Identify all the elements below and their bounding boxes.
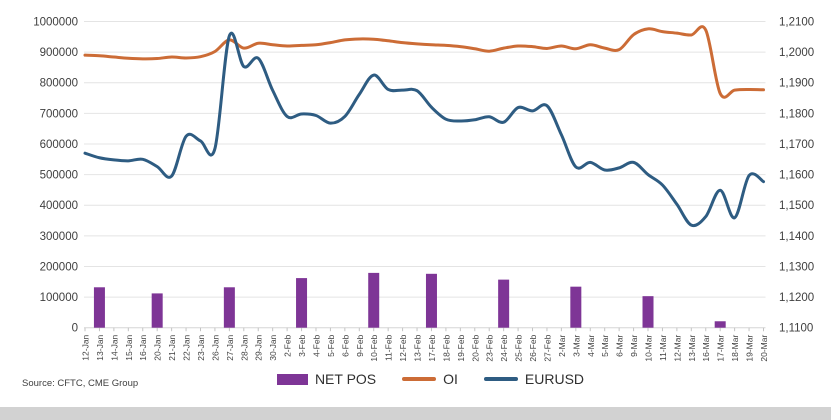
net-pos-bar: [714, 321, 726, 328]
y-axis-label-left: 300000: [40, 231, 78, 243]
net-pos-bar: [93, 287, 105, 328]
x-axis-label: 21-Jan: [167, 334, 177, 360]
source-note: Source: CFTC, CME Group: [22, 378, 139, 389]
x-axis-label: 24-Feb: [499, 334, 509, 361]
x-axis-label: 12-Mar: [672, 335, 682, 362]
x-axis-label: 14-Jan: [109, 334, 119, 360]
x-axis-label: 6-Feb: [340, 334, 350, 356]
x-axis-label: 18-Feb: [441, 334, 451, 361]
x-axis-label: 20-Jan: [153, 334, 163, 360]
x-axis-label: 10-Feb: [369, 334, 379, 361]
x-axis-label: 5-Feb: [326, 334, 336, 356]
x-axis-label: 6-Mar: [615, 335, 625, 357]
x-axis-label: 23-Jan: [196, 334, 206, 360]
net-pos-bar: [151, 293, 163, 328]
net-pos-swatch-icon: [276, 373, 308, 385]
x-axis-label: 30-Jan: [268, 334, 278, 360]
y-axis-label-right: 1,1300: [779, 261, 814, 273]
x-axis-label: 12-Jan: [81, 334, 91, 360]
x-axis-label: 9-Mar: [629, 335, 639, 357]
legend-item-eurusd: EURUSD: [483, 371, 585, 387]
y-axis-label-left: 400000: [40, 200, 78, 212]
legend-label-net-pos: NET POS: [314, 371, 377, 387]
y-axis-label-left: 800000: [40, 78, 78, 90]
x-axis-label: 17-Mar: [716, 335, 726, 362]
net-pos-bar: [642, 296, 654, 328]
net-pos-bar: [368, 272, 380, 328]
x-axis-label: 2-Mar: [557, 335, 567, 357]
y-axis-label-right: 1,1900: [779, 78, 814, 90]
y-axis-label-left: 500000: [40, 170, 78, 182]
x-axis-label: 9-Feb: [355, 334, 365, 356]
y-axis-label-right: 1,1600: [779, 170, 814, 182]
x-axis-label: 12-Feb: [398, 334, 408, 361]
legend-label-oi: OI: [443, 371, 458, 387]
net-pos-bar: [296, 278, 308, 328]
net-pos-bar: [498, 279, 510, 328]
y-axis-label-right: 1,1800: [779, 108, 814, 120]
eurusd-line: [83, 31, 765, 228]
y-axis-label-right: 1,2000: [779, 47, 814, 59]
y-axis-label-left: 0: [72, 323, 78, 335]
x-axis-label: 27-Jan: [225, 334, 235, 360]
x-axis-label: 17-Feb: [427, 334, 437, 361]
y-axis-label-right: 1,1700: [779, 139, 814, 151]
window-bottom-strip: [0, 407, 831, 420]
x-axis-label: 3-Mar: [571, 335, 581, 357]
y-axis-label-right: 1,1100: [779, 323, 813, 335]
y-axis-label-right: 1,1500: [779, 200, 814, 212]
x-axis-label: 20-Mar: [759, 335, 769, 362]
x-axis-label: 4-Mar: [586, 335, 596, 357]
y-axis-label-left: 600000: [40, 139, 78, 151]
x-axis-label: 25-Feb: [514, 334, 524, 361]
x-axis-label: 28-Jan: [239, 334, 249, 360]
y-axis-label-left: 100000: [40, 292, 78, 304]
x-axis-label: 19-Mar: [745, 335, 755, 362]
legend-item-net-pos: NET POS: [276, 371, 377, 387]
y-axis-label-right: 1,1400: [779, 231, 814, 243]
x-axis-label: 22-Jan: [182, 334, 192, 360]
x-axis-label: 13-Mar: [687, 335, 697, 362]
x-axis-label: 15-Jan: [124, 334, 134, 360]
legend: NET POS OI EURUSD: [30, 371, 831, 387]
x-axis-label: 10-Mar: [644, 335, 654, 362]
x-axis-label: 29-Jan: [254, 334, 264, 360]
x-axis-label: 11-Feb: [384, 334, 394, 361]
net-pos-bar: [223, 287, 235, 328]
x-axis-label: 4-Feb: [311, 334, 321, 356]
x-axis-label: 11-Mar: [658, 335, 668, 361]
x-axis-label: 2-Feb: [283, 334, 293, 356]
x-axis-label: 18-Mar: [730, 335, 740, 362]
legend-label-eurusd: EURUSD: [524, 371, 585, 387]
x-axis-label: 26-Feb: [528, 334, 538, 361]
y-axis-label-right: 1,1200: [779, 292, 814, 304]
x-axis-label: 20-Feb: [470, 334, 480, 361]
y-axis-label-left: 900000: [40, 47, 78, 59]
x-axis-label: 3-Feb: [297, 334, 307, 356]
legend-item-oi: OI: [402, 371, 458, 387]
x-axis-label: 23-Feb: [485, 334, 495, 361]
y-axis-label-left: 200000: [40, 261, 78, 273]
x-axis-label: 13-Feb: [413, 334, 423, 361]
x-axis-label: 5-Mar: [600, 335, 610, 357]
x-axis-label: 16-Jan: [138, 334, 148, 360]
x-axis-label: 26-Jan: [210, 334, 220, 360]
x-axis-label: 16-Mar: [701, 335, 711, 362]
oi-swatch-icon: [402, 377, 437, 381]
net-pos-bar: [425, 273, 437, 328]
y-axis-label-left: 1000000: [33, 17, 78, 29]
x-axis-label: 13-Jan: [95, 334, 105, 360]
net-pos-bar: [570, 286, 582, 328]
y-axis-label-right: 1,2100: [779, 17, 814, 29]
x-axis-label: 19-Feb: [456, 334, 466, 361]
oi-line: [83, 25, 765, 99]
eurusd-swatch-icon: [483, 377, 518, 381]
x-axis-label: 27-Feb: [542, 334, 552, 361]
y-axis-label-left: 700000: [40, 108, 78, 120]
